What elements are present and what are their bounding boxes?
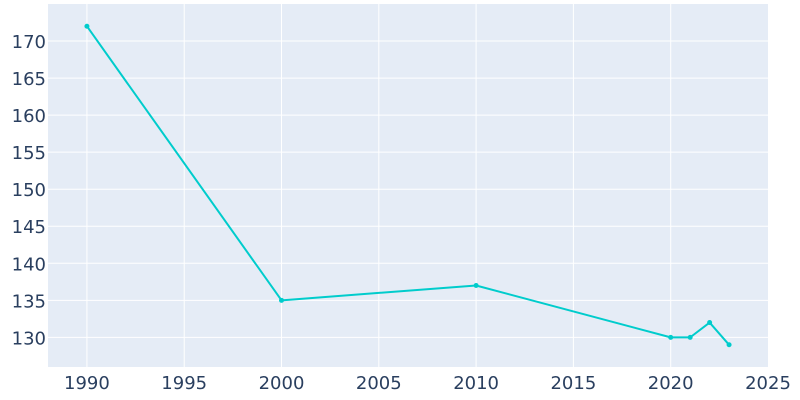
x-axis-tick-labels: 1990 1995 2000 2005 2010 2015 2020 2025 [64, 373, 791, 394]
plot-background [48, 4, 768, 367]
x-tick-label: 2010 [453, 373, 499, 394]
y-tick-label: 160 [12, 106, 46, 127]
data-point[interactable] [707, 320, 713, 326]
y-tick-label: 130 [12, 328, 46, 349]
x-tick-label: 2000 [259, 373, 305, 394]
data-point[interactable] [726, 342, 732, 348]
series-layer [84, 23, 732, 348]
x-tick-label: 1990 [64, 373, 110, 394]
x-tick-label: 2005 [356, 373, 402, 394]
y-gridlines [48, 40, 768, 338]
x-tick-label: 1995 [161, 373, 207, 394]
data-point[interactable] [473, 283, 479, 289]
y-tick-label: 170 [12, 32, 46, 53]
x-gridlines [86, 4, 672, 367]
y-tick-label: 165 [12, 69, 46, 90]
y-tick-label: 145 [12, 217, 46, 238]
x-tick-label: 2020 [648, 373, 694, 394]
y-tick-label: 135 [12, 291, 46, 312]
y-tick-label: 155 [12, 143, 46, 164]
y-tick-label: 140 [12, 254, 46, 275]
data-point[interactable] [687, 334, 693, 340]
data-point[interactable] [279, 297, 285, 303]
data-point[interactable] [84, 23, 90, 29]
x-tick-label: 2015 [550, 373, 596, 394]
y-tick-label: 150 [12, 180, 46, 201]
data-point[interactable] [668, 334, 674, 340]
y-axis-tick-labels: 130 135 140 145 150 155 160 165 170 [12, 32, 46, 349]
x-tick-label: 2025 [745, 373, 791, 394]
